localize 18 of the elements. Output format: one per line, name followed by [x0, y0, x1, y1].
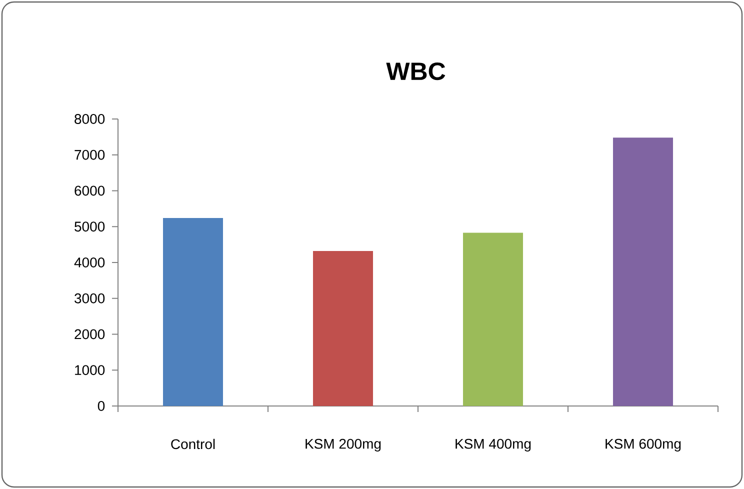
x-tick-label: KSM 600mg [606, 438, 681, 452]
y-tick-label: 3000 [74, 293, 105, 304]
y-tick-label: 4000 [74, 258, 105, 268]
x-tick-label: KSM 400mg [456, 438, 531, 452]
y-tick-label: 5000 [74, 222, 105, 232]
y-tick-label: 7000 [74, 150, 105, 160]
bar [613, 138, 674, 406]
bar [163, 218, 224, 406]
bar [463, 232, 524, 406]
x-tick-label: Control [171, 438, 215, 450]
y-tick-label: 0 [98, 401, 105, 411]
y-tick-label: 6000 [74, 186, 105, 196]
y-tick-label: 1000 [75, 365, 105, 376]
x-tick-label: KSM 200mg [306, 438, 381, 452]
bar [313, 251, 374, 406]
y-tick-label: 8000 [74, 114, 105, 124]
y-tick-label: 2000 [74, 329, 105, 340]
chart-title: WBC [386, 62, 446, 80]
